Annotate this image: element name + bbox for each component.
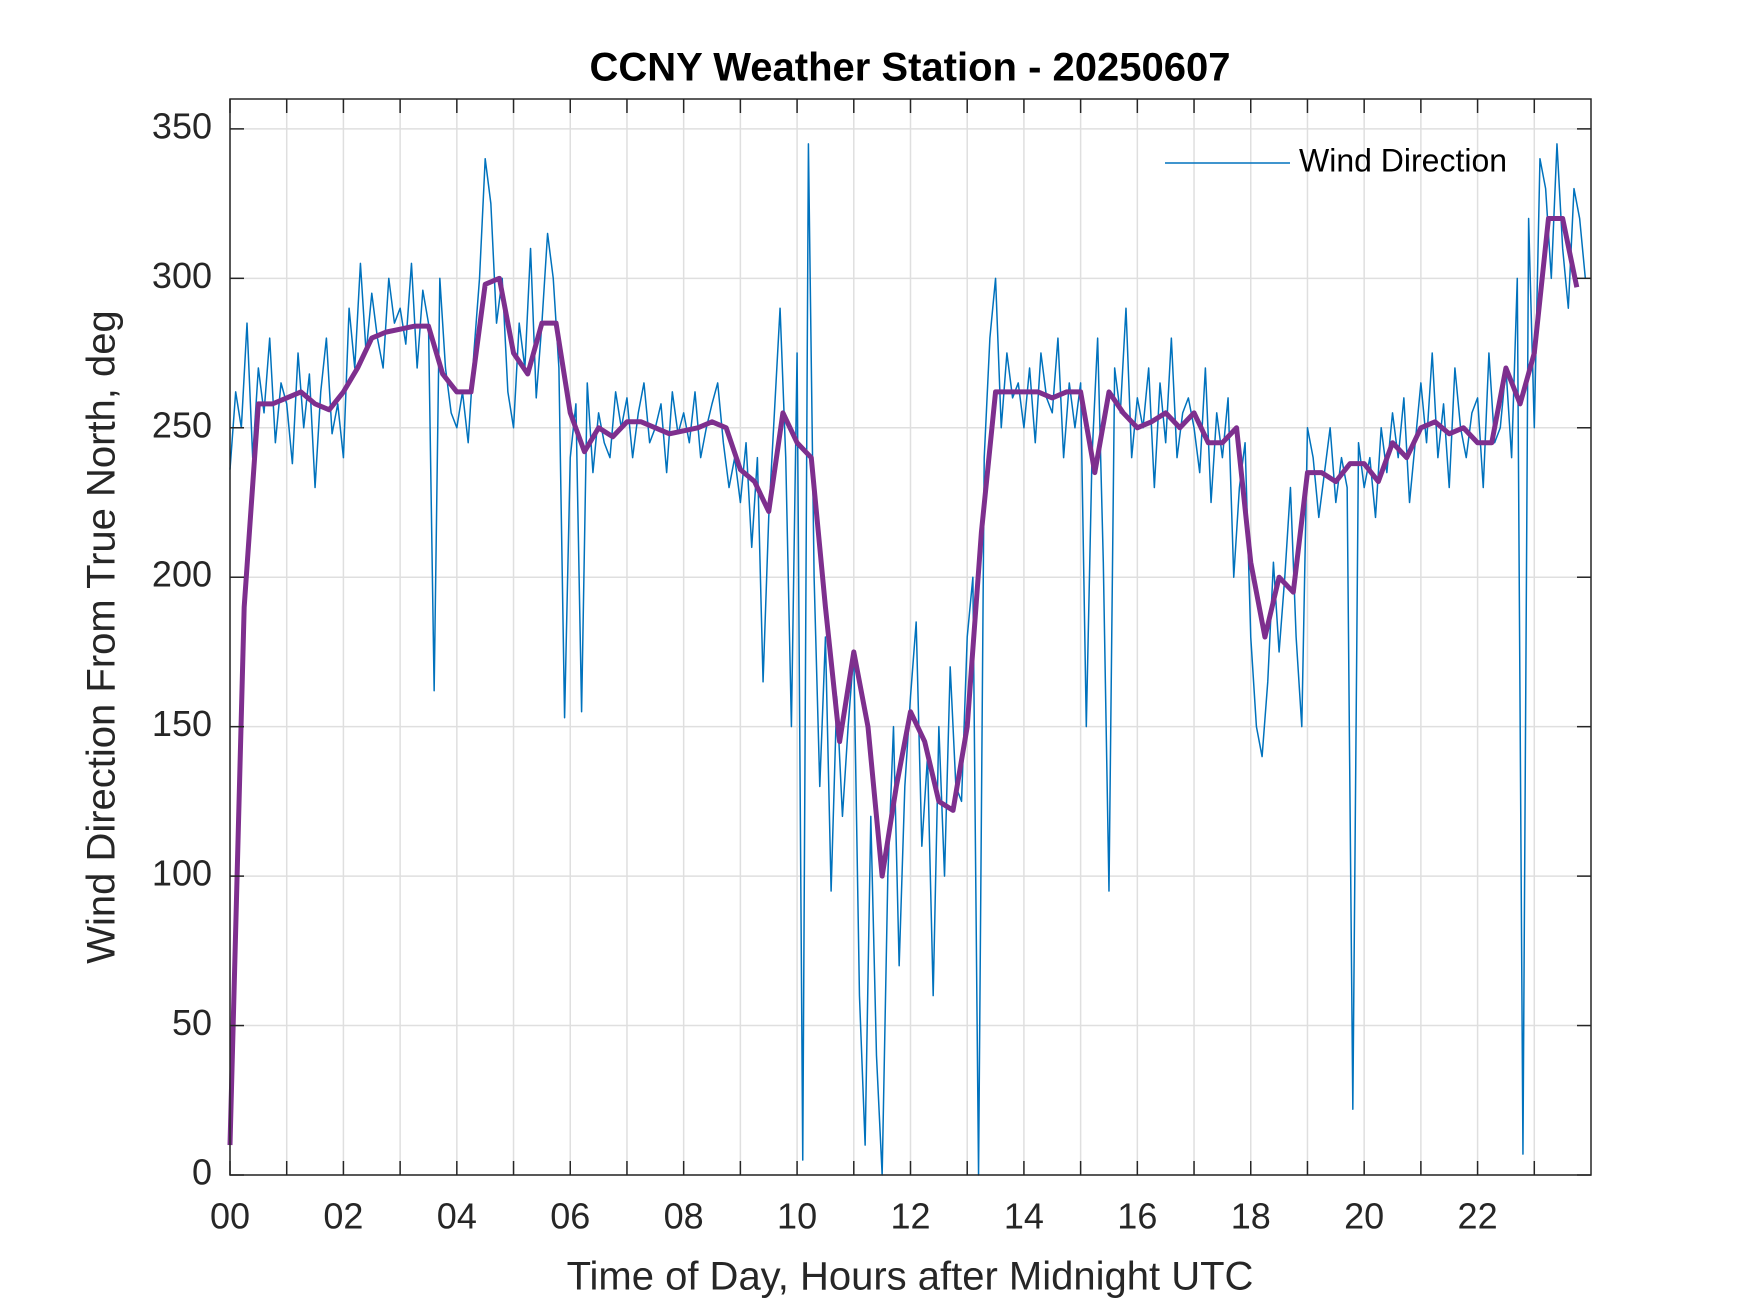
x-tick-label: 16	[1117, 1196, 1157, 1237]
x-tick-label: 22	[1458, 1196, 1498, 1237]
y-tick-label: 100	[152, 853, 212, 894]
data-line	[227, 216, 1580, 1146]
legend-label: Wind Direction	[1299, 142, 1507, 178]
x-tick-label: 18	[1231, 1196, 1271, 1237]
y-tick-label: 50	[172, 1002, 212, 1043]
y-axis-label: Wind Direction From True North, deg	[80, 310, 124, 964]
axes: 00 02 04 06 08 10 12 14 16 18 20 22 0 50 100 150 200 250 3…	[152, 98, 1592, 1237]
x-tick-label: 10	[777, 1196, 817, 1237]
y-tick-label: 350	[152, 105, 212, 146]
axes-box	[229, 98, 1592, 1176]
x-tick-label: 04	[437, 1196, 477, 1237]
plot-area	[227, 143, 1587, 1176]
y-tick-label: 0	[192, 1152, 212, 1193]
y-tick-label: 250	[152, 404, 212, 445]
data-line	[229, 143, 1587, 1176]
x-tick-label: 14	[1004, 1196, 1044, 1237]
x-tick-label: 06	[550, 1196, 590, 1237]
x-tick-label: 08	[664, 1196, 704, 1237]
x-tick-label: 02	[323, 1196, 363, 1237]
y-tick-label: 150	[152, 703, 212, 744]
chart-title: CCNY Weather Station - 20250607	[590, 46, 1231, 90]
y-tick-label: 300	[152, 255, 212, 296]
x-axis-label: Time of Day, Hours after Midnight UTC	[567, 1255, 1254, 1299]
x-tick-label: 12	[890, 1196, 930, 1237]
y-tick-label: 200	[152, 554, 212, 595]
x-tick-label: 00	[210, 1196, 250, 1237]
x-tick-label: 20	[1344, 1196, 1384, 1237]
